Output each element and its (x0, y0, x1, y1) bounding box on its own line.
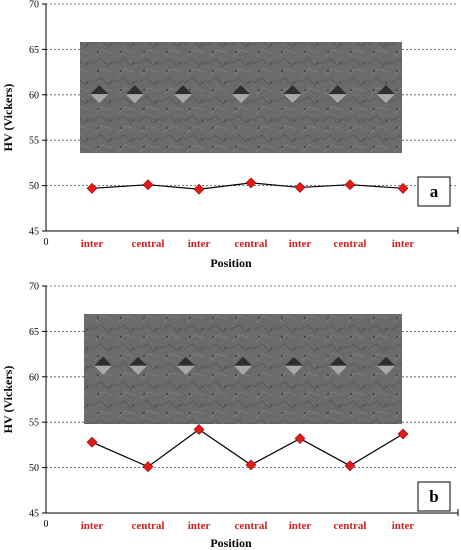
y-axis-label: HV (Vickers) (1, 84, 15, 152)
panel-label-box (417, 481, 451, 512)
indent-mark (129, 356, 148, 366)
indent-mark (176, 356, 195, 366)
x-category-label: central (334, 238, 367, 250)
y-axis-label: HV (Vickers) (1, 366, 15, 434)
y-tick-label: 65 (29, 327, 39, 338)
indent-mark (176, 365, 195, 375)
data-point (344, 460, 356, 472)
indent-mark (94, 365, 113, 375)
indent-mark (129, 365, 148, 375)
indent-mark (329, 356, 348, 366)
x-category-label: inter (392, 238, 415, 250)
x-category-label: central (334, 520, 367, 532)
data-point (142, 179, 154, 191)
indent-mark (283, 94, 302, 104)
data-point (193, 424, 205, 435)
x-origin-label: 0 (44, 519, 49, 530)
x-category-label: inter (188, 520, 211, 532)
data-point (142, 461, 154, 473)
x-category-label: central (235, 238, 268, 250)
indent-mark (328, 85, 347, 95)
indent-mark (376, 85, 395, 95)
data-point (344, 179, 356, 191)
x-category-label: inter (188, 238, 211, 250)
x-category-label: inter (81, 520, 104, 532)
indent-mark (377, 356, 396, 366)
y-tick-label: 50 (29, 181, 39, 192)
y-tick-label: 70 (29, 0, 39, 11)
x-category-label: central (235, 520, 268, 532)
panel-label-box (417, 176, 451, 207)
data-point (397, 428, 409, 440)
indent-mark (90, 94, 109, 104)
indent-mark (329, 365, 348, 375)
indent-mark (94, 356, 113, 366)
data-point (294, 181, 306, 193)
data-point (294, 433, 306, 444)
indent-mark (284, 365, 303, 375)
x-origin-label: 0 (44, 237, 49, 248)
y-tick-label: 50 (29, 463, 39, 474)
series-line (91, 428, 404, 468)
data-point (245, 177, 257, 189)
indent-mark (232, 94, 250, 104)
indent-mark (377, 365, 396, 375)
y-tick-label: 70 (29, 282, 39, 293)
x-category-label: inter (81, 238, 104, 250)
indent-mark (234, 356, 252, 366)
x-category-label: inter (392, 520, 415, 532)
panel-label: b (429, 487, 438, 506)
chart-panel-a: 45 50 55 60 65 70 0 inter central inter central int… (1, 0, 459, 270)
indent-mark (232, 85, 250, 95)
indent-mark (328, 94, 347, 104)
y-tick-label: 60 (29, 90, 39, 101)
data-point (397, 182, 409, 194)
indent-mark (174, 85, 193, 95)
y-tick-label: 55 (29, 418, 39, 429)
y-tick-label: 45 (29, 227, 39, 238)
indent-mark (376, 94, 395, 104)
x-category-label: central (132, 238, 165, 250)
indent-mark (284, 356, 303, 366)
y-tick-label: 60 (29, 372, 39, 383)
x-axis-label: Position (210, 256, 252, 270)
chart-panel-b: 45 50 55 60 65 70 0 inter central inter central int… (1, 282, 459, 550)
panel-label: a (430, 182, 439, 201)
x-axis-label: Position (210, 536, 252, 550)
data-point (86, 436, 98, 448)
y-tick-label: 55 (29, 136, 39, 147)
y-tick-label: 45 (29, 509, 39, 520)
y-tick-label: 65 (29, 45, 39, 56)
indent-mark (234, 365, 252, 375)
data-point (245, 459, 257, 471)
indent-mark (125, 85, 144, 95)
indent-mark (125, 94, 144, 104)
indent-mark (90, 85, 109, 95)
x-category-label: central (132, 520, 165, 532)
x-category-label: inter (289, 520, 312, 532)
x-category-label: inter (289, 238, 312, 250)
data-point (193, 183, 205, 195)
indent-mark (283, 85, 302, 95)
indent-mark (174, 94, 193, 104)
data-point (86, 182, 98, 194)
